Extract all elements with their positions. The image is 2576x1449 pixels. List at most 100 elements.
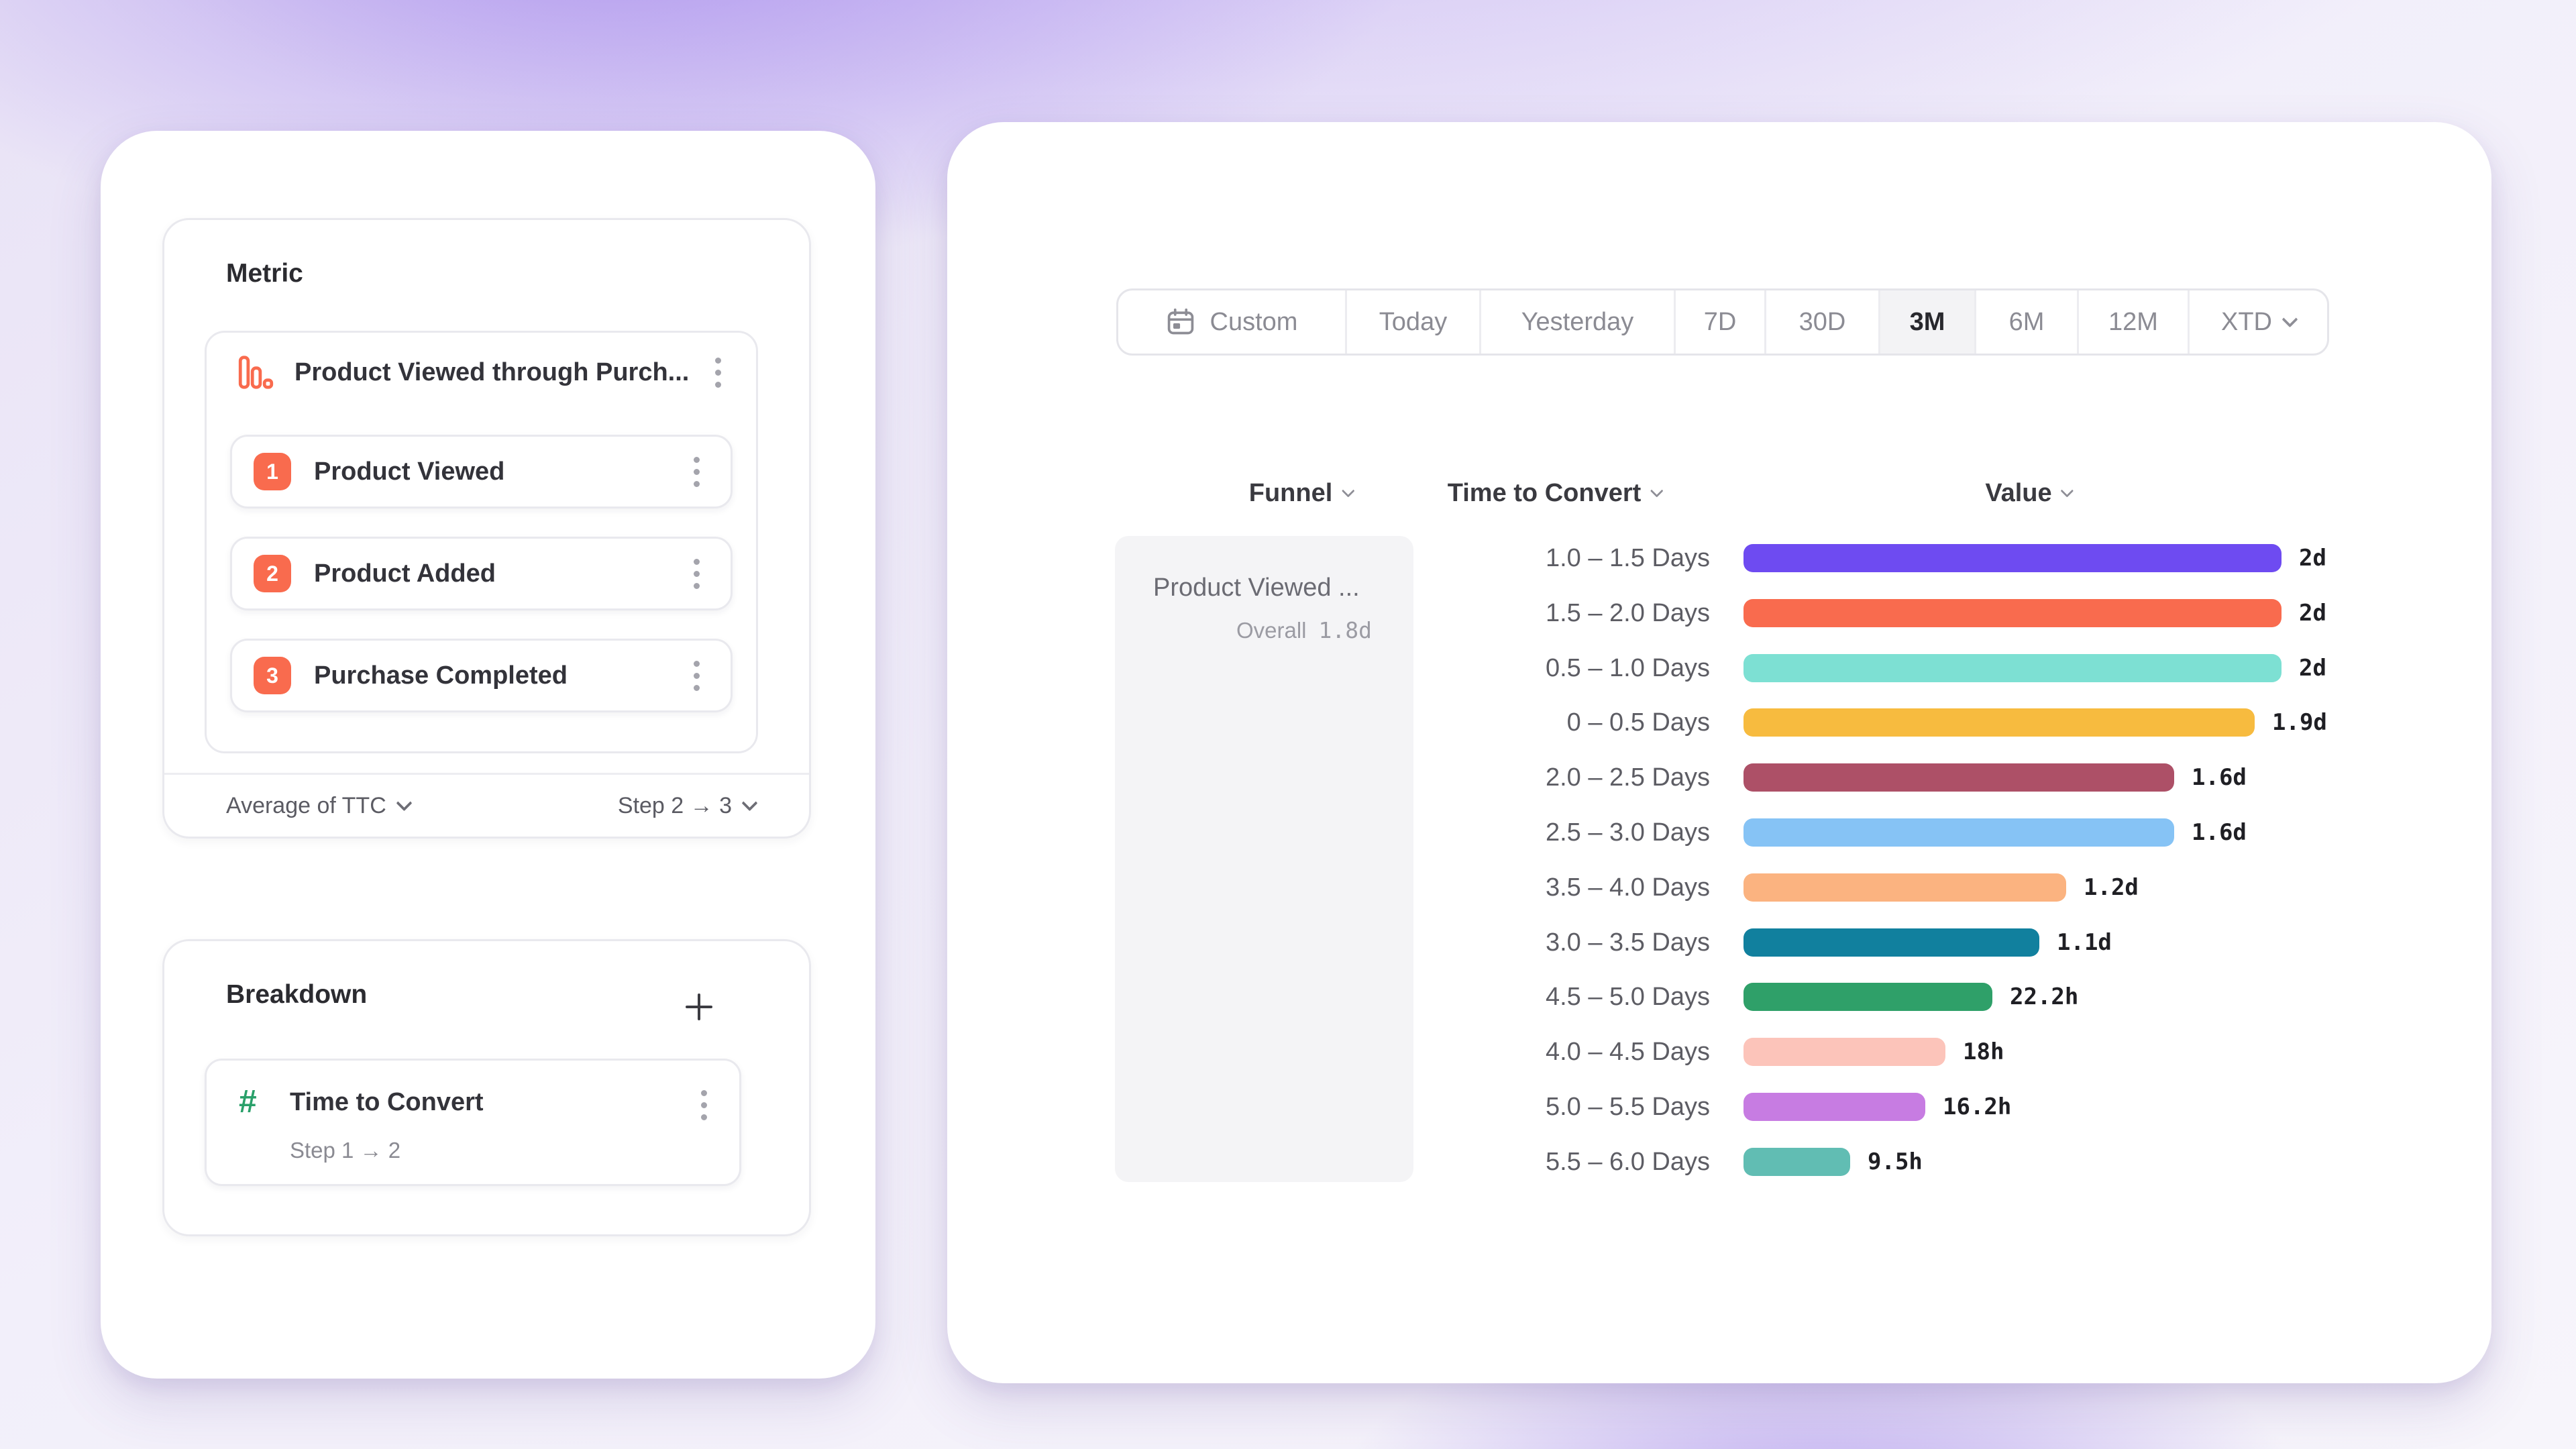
value-bar[interactable]: [1743, 1093, 1925, 1121]
value-bar[interactable]: [1743, 708, 2255, 737]
table-row-0.5-1.0-: 0.5 – 1.0 Days 2d: [947, 641, 2491, 696]
time-bucket-label: 4.0 – 4.5 Days: [1545, 1037, 1710, 1066]
breakdown-section: Breakdown # Time to Convert Step 1 → 2: [162, 939, 811, 1236]
step-number-badge: 1: [254, 453, 291, 490]
value-bar[interactable]: [1743, 1148, 1850, 1176]
column-header-funnel-label: Funnel: [1248, 479, 1333, 507]
step-number-badge: 3: [254, 657, 291, 694]
table-row-2.0-2.5-: 2.0 – 2.5 Days 1.6d: [947, 750, 2491, 805]
metric-section-title: Metric: [226, 259, 303, 288]
time-bucket-label: 1.0 – 1.5 Days: [1545, 543, 1710, 572]
value-label: 16.2h: [1943, 1093, 2012, 1120]
date-range-option-7d[interactable]: 7D: [1674, 290, 1764, 354]
column-header-value[interactable]: Value: [1985, 479, 2074, 508]
funnel-group-name: Product Viewed ...: [1153, 574, 1360, 602]
funnel-metric-row[interactable]: Product Viewed through Purch...: [207, 333, 756, 412]
value-label: 1.6d: [2192, 764, 2247, 791]
time-bucket-label: 0 – 0.5 Days: [1566, 708, 1710, 737]
chevron-down-icon: [396, 794, 413, 811]
step-range-dropdown[interactable]: Step 2 → 3: [617, 792, 758, 819]
time-bucket-label: 2.0 – 2.5 Days: [1545, 763, 1710, 792]
date-range-option-custom[interactable]: Custom: [1118, 290, 1345, 354]
column-header-time-to-convert[interactable]: Time to Convert: [1447, 479, 1664, 508]
column-header-ttc-label: Time to Convert: [1447, 479, 1642, 507]
query-builder-panel: Metric Product Viewed through Purch... 1…: [101, 131, 875, 1379]
value-label: 1.9d: [2272, 709, 2327, 736]
date-range-option-label: 12M: [2108, 307, 2158, 336]
breakdown-item-label: Time to Convert: [290, 1088, 484, 1116]
table-row-5.0-5.5-: 5.0 – 5.5 Days 16.2h: [947, 1079, 2491, 1134]
funnel-overall-row: Overall 1.8d: [1153, 617, 1372, 643]
value-bar[interactable]: [1743, 983, 1992, 1011]
value-label: 9.5h: [1868, 1148, 1923, 1175]
date-range-option-yesterday[interactable]: Yesterday: [1479, 290, 1674, 354]
table-row-0-0.5-: 0 – 0.5 Days 1.9d: [947, 695, 2491, 750]
breakdown-item-kebab-icon[interactable]: [696, 1085, 712, 1126]
step-label: Product Added: [314, 559, 496, 588]
chevron-down-icon: [741, 794, 758, 811]
date-range-option-3m[interactable]: 3M: [1878, 290, 1974, 354]
value-bar[interactable]: [1743, 928, 2039, 957]
value-bar[interactable]: [1743, 599, 2282, 627]
date-range-option-today[interactable]: Today: [1345, 290, 1479, 354]
date-range-option-label: 30D: [1799, 307, 1846, 336]
funnel-step-product-added[interactable]: 2 Product Added: [230, 537, 733, 610]
time-bucket-label: 5.5 – 6.0 Days: [1545, 1147, 1710, 1176]
date-range-option-6m[interactable]: 6M: [1974, 290, 2077, 354]
value-bar[interactable]: [1743, 763, 2174, 792]
step-range-dropdown-label: Step 2 → 3: [617, 792, 732, 818]
aggregation-dropdown[interactable]: Average of TTC: [226, 792, 413, 819]
value-label: 2d: [2299, 545, 2326, 572]
overall-label: Overall: [1236, 618, 1307, 643]
date-range-option-label: Yesterday: [1521, 307, 1634, 336]
date-range-option-label: Custom: [1210, 307, 1298, 336]
date-range-option-label: 6M: [2008, 307, 2045, 336]
date-range-option-xtd[interactable]: XTD: [2188, 290, 2327, 354]
value-label: 18h: [1963, 1038, 2004, 1065]
add-breakdown-button[interactable]: [682, 989, 716, 1024]
value-bar[interactable]: [1743, 544, 2282, 572]
step-kebab-icon[interactable]: [688, 451, 705, 492]
time-bucket-label: 4.5 – 5.0 Days: [1545, 982, 1710, 1011]
table-row-4.5-5.0-: 4.5 – 5.0 Days 22.2h: [947, 969, 2491, 1024]
value-label: 1.2d: [2084, 874, 2139, 901]
value-bar[interactable]: [1743, 1038, 1945, 1066]
time-bucket-label: 3.5 – 4.0 Days: [1545, 873, 1710, 902]
time-bucket-label: 0.5 – 1.0 Days: [1545, 653, 1710, 682]
table-row-5.5-6.0-: 5.5 – 6.0 Days 9.5h: [947, 1134, 2491, 1189]
step-label: Purchase Completed: [314, 661, 568, 690]
column-header-funnel[interactable]: Funnel: [1248, 479, 1355, 508]
value-bar[interactable]: [1743, 818, 2174, 847]
aggregation-dropdown-label: Average of TTC: [226, 792, 386, 818]
funnel-group-cell: Product Viewed ... Overall 1.8d: [1115, 536, 1413, 1182]
step-number-badge: 2: [254, 555, 291, 592]
value-label: 2d: [2299, 655, 2326, 682]
table-row-1.5-2.0-: 1.5 – 2.0 Days 2d: [947, 586, 2491, 641]
step-label: Product Viewed: [314, 457, 505, 486]
value-bar[interactable]: [1743, 873, 2066, 902]
date-range-option-30d[interactable]: 30D: [1764, 290, 1878, 354]
funnel-step-product-viewed[interactable]: 1 Product Viewed: [230, 435, 733, 508]
step-kebab-icon[interactable]: [688, 553, 705, 594]
hash-icon: #: [239, 1084, 257, 1120]
overall-value: 1.8d: [1318, 617, 1372, 643]
funnel-step-purchase-completed[interactable]: 3 Purchase Completed: [230, 639, 733, 712]
date-range-option-label: 7D: [1703, 307, 1737, 336]
plus-icon: [686, 994, 712, 1020]
metric-funnel-card: Product Viewed through Purch... 1 Product…: [205, 331, 758, 753]
table-row-3.5-4.0-: 3.5 – 4.0 Days 1.2d: [947, 860, 2491, 915]
report-panel: Custom Today Yesterday 7D 30D 3M 6M 12M XTD Funn…: [947, 122, 2491, 1383]
funnel-metric-kebab-icon[interactable]: [710, 352, 727, 393]
breakdown-item-time-to-convert[interactable]: # Time to Convert Step 1 → 2: [205, 1059, 741, 1186]
date-range-option-12m[interactable]: 12M: [2077, 290, 2188, 354]
date-range-option-label: XTD: [2221, 307, 2272, 336]
calendar-icon: [1166, 307, 1195, 337]
date-range-option-label: Today: [1379, 307, 1448, 336]
value-label: 2d: [2299, 600, 2326, 627]
step-kebab-icon[interactable]: [688, 655, 705, 696]
time-bucket-label: 3.0 – 3.5 Days: [1545, 928, 1710, 957]
funnel-metric-title: Product Viewed through Purch...: [294, 358, 690, 386]
value-bar[interactable]: [1743, 654, 2282, 682]
time-bucket-label: 5.0 – 5.5 Days: [1545, 1092, 1710, 1121]
